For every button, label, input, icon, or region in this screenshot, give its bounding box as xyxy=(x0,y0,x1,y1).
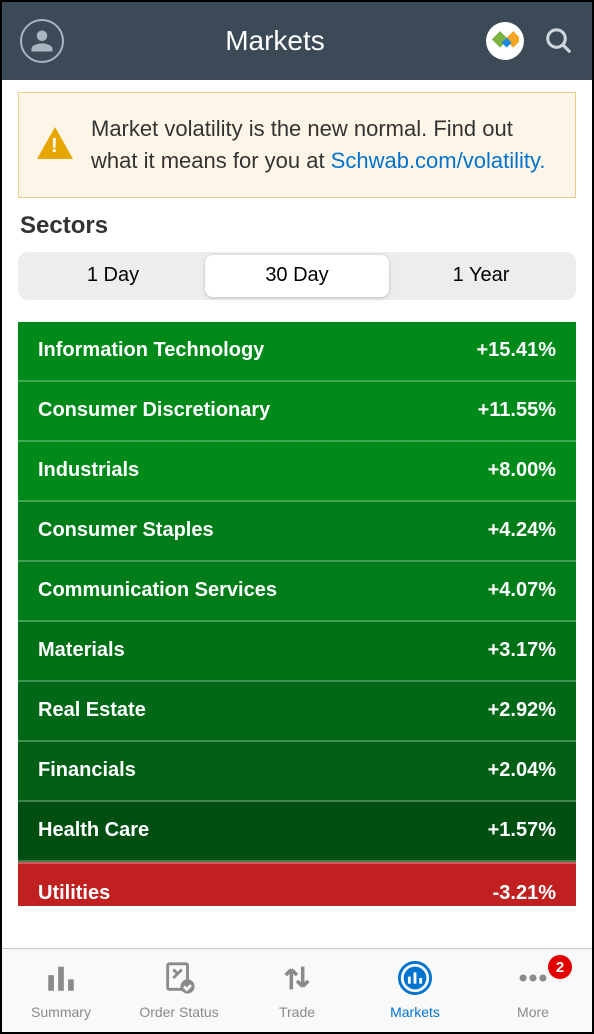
brand-logo-icon[interactable] xyxy=(486,22,524,60)
alert-link[interactable]: Schwab.com/volatility. xyxy=(331,148,546,173)
warning-icon xyxy=(37,127,73,159)
sector-name: Financials xyxy=(38,759,136,782)
sector-change: +3.17% xyxy=(488,639,556,662)
sector-change: +8.00% xyxy=(488,459,556,482)
sector-change: -3.21% xyxy=(493,882,556,905)
tab-label: Trade xyxy=(279,1004,315,1020)
sector-name: Utilities xyxy=(38,882,110,905)
sector-row[interactable]: Materials +3.17% xyxy=(18,622,576,682)
profile-avatar[interactable] xyxy=(20,19,64,63)
page-title: Markets xyxy=(225,25,325,57)
more-icon xyxy=(516,961,550,1000)
markets-icon xyxy=(398,961,432,1000)
sector-change: +4.24% xyxy=(488,519,556,542)
sector-row[interactable]: Communication Services +4.07% xyxy=(18,562,576,622)
timeframe-segment-1day[interactable]: 1 Day xyxy=(21,255,205,297)
sector-change: +15.41% xyxy=(476,339,556,362)
tab-label: Order Status xyxy=(139,1004,218,1020)
sector-name: Consumer Discretionary xyxy=(38,399,270,422)
search-icon[interactable] xyxy=(544,26,574,56)
sector-row[interactable]: Health Care +1.57% xyxy=(18,802,576,862)
top-bar: Markets xyxy=(2,2,592,80)
sector-row[interactable]: Industrials +8.00% xyxy=(18,442,576,502)
tab-more[interactable]: More 2 xyxy=(474,949,592,1032)
sector-change: +11.55% xyxy=(478,399,556,422)
tab-trade[interactable]: Trade xyxy=(238,949,356,1032)
alert-text: Market volatility is the new normal. Fin… xyxy=(91,113,557,177)
sector-row[interactable]: Consumer Staples +4.24% xyxy=(18,502,576,562)
tab-label: More xyxy=(517,1004,549,1020)
sector-row[interactable]: Information Technology +15.41% xyxy=(18,322,576,382)
timeframe-segment-30day[interactable]: 30 Day xyxy=(205,255,389,297)
sector-name: Information Technology xyxy=(38,339,264,362)
timeframe-segment-1year[interactable]: 1 Year xyxy=(389,255,573,297)
order-icon xyxy=(162,961,196,1000)
bottom-tab-bar: Summary Order Status Trade Markets More 2 xyxy=(2,948,592,1032)
tab-summary[interactable]: Summary xyxy=(2,949,120,1032)
sector-change: +2.04% xyxy=(488,759,556,782)
sector-row[interactable]: Consumer Discretionary +11.55% xyxy=(18,382,576,442)
sector-list: Information Technology +15.41% Consumer Di… xyxy=(18,322,576,948)
tab-markets[interactable]: Markets xyxy=(356,949,474,1032)
tab-order-status[interactable]: Order Status xyxy=(120,949,238,1032)
sector-row[interactable]: Financials +2.04% xyxy=(18,742,576,802)
timeframe-segmented-control: 1 Day30 Day1 Year xyxy=(18,252,576,300)
sector-name: Industrials xyxy=(38,459,139,482)
volatility-alert: Market volatility is the new normal. Fin… xyxy=(18,92,576,198)
trade-icon xyxy=(280,961,314,1000)
sector-name: Communication Services xyxy=(38,579,277,602)
sectors-heading: Sectors xyxy=(20,212,576,240)
sector-name: Health Care xyxy=(38,819,149,842)
sector-row[interactable]: Utilities -3.21% xyxy=(18,862,576,906)
sector-change: +2.92% xyxy=(488,699,556,722)
sector-row[interactable]: Real Estate +2.92% xyxy=(18,682,576,742)
sector-change: +1.57% xyxy=(488,819,556,842)
sector-name: Consumer Staples xyxy=(38,519,214,542)
tab-label: Summary xyxy=(31,1004,91,1020)
notification-badge: 2 xyxy=(548,955,572,979)
sector-name: Real Estate xyxy=(38,699,146,722)
sector-change: +4.07% xyxy=(488,579,556,602)
sector-name: Materials xyxy=(38,639,125,662)
tab-label: Markets xyxy=(390,1004,440,1020)
bars-icon xyxy=(44,961,78,1000)
content-area: Market volatility is the new normal. Fin… xyxy=(2,80,592,948)
